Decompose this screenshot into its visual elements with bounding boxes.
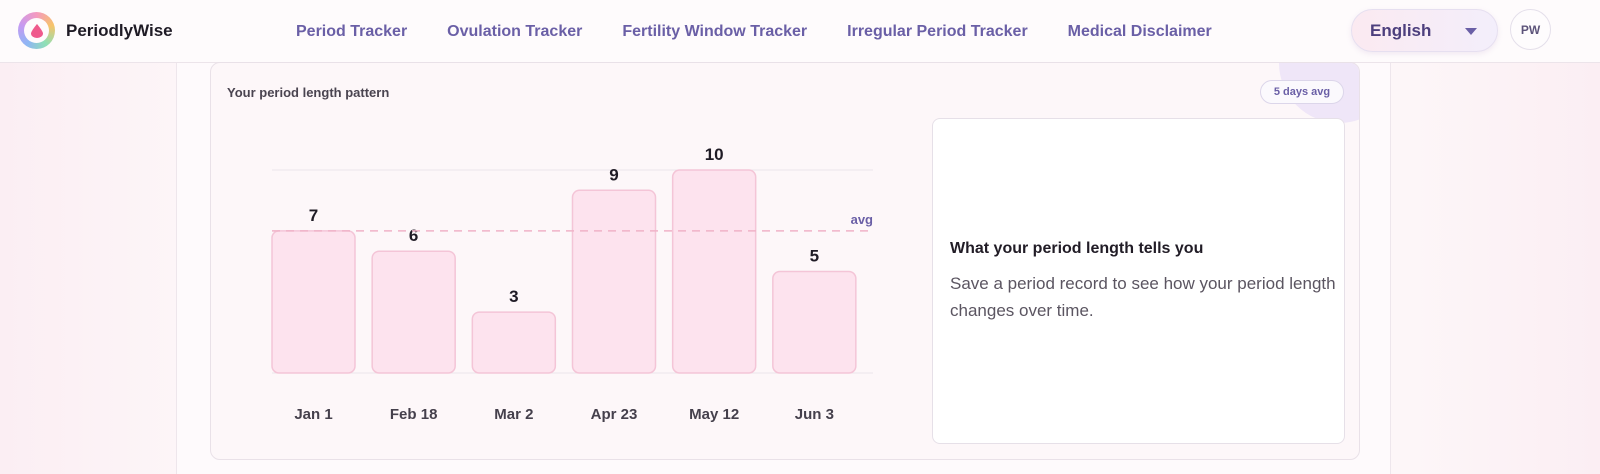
- nav-medical-disclaimer[interactable]: Medical Disclaimer: [1067, 22, 1212, 40]
- brand[interactable]: PeriodlyWise: [18, 12, 173, 49]
- chart-bar[interactable]: [671, 169, 757, 374]
- info-title: What your period length tells you: [950, 240, 1204, 257]
- chart-bar[interactable]: [772, 270, 857, 374]
- language-select[interactable]: English: [1351, 9, 1498, 52]
- top-navbar: PeriodlyWise Period Tracker Ovulation Tr…: [0, 0, 1600, 63]
- info-text: Save a period record to see how your per…: [950, 274, 1336, 320]
- chevron-down-icon: [1465, 28, 1477, 35]
- chart-value-label: 5: [810, 247, 819, 266]
- chart-category-label: Mar 2: [494, 406, 533, 423]
- chart-category-label: May 12: [689, 406, 739, 423]
- chart-category-label: Jun 3: [795, 406, 834, 423]
- period-length-chart: 7 Jan 1 6 Feb 18 3 Mar 2 9 Apr 23 10 May 12 5 Jun 3…: [271, 145, 873, 423]
- chart-average-label: avg: [851, 212, 873, 227]
- info-card: What your period length tells you Save a…: [932, 118, 1345, 444]
- nav-irregular-period-tracker[interactable]: Irregular Period Tracker: [847, 22, 1028, 40]
- chart-value-label: 7: [309, 206, 318, 225]
- chart-bar[interactable]: [271, 230, 356, 374]
- chart-bar[interactable]: [471, 311, 557, 374]
- main-nav: Period Tracker Ovulation Tracker Fertili…: [296, 0, 1252, 63]
- chart-value-label: 10: [705, 145, 724, 164]
- chart-category-label: Apr 23: [591, 406, 638, 423]
- panel-title: Your period length pattern: [227, 85, 390, 100]
- chart-category-label: Jan 1: [294, 406, 332, 423]
- period-length-panel: Your period length pattern 5 days avg 7 J…: [210, 62, 1360, 460]
- nav-fertility-window-tracker[interactable]: Fertility Window Tracker: [622, 22, 808, 40]
- chart-bar[interactable]: [571, 189, 657, 374]
- chart-category-label: Feb 18: [390, 406, 438, 423]
- logo-icon: [18, 12, 55, 49]
- brand-name: PeriodlyWise: [66, 20, 173, 40]
- average-badge: 5 days avg: [1260, 80, 1344, 104]
- chart-value-label: 9: [609, 165, 618, 184]
- chart-bar[interactable]: [371, 250, 456, 374]
- avatar[interactable]: PW: [1510, 9, 1551, 50]
- chart-value-label: 6: [409, 226, 418, 245]
- nav-period-tracker[interactable]: Period Tracker: [296, 22, 408, 40]
- chart-value-label: 3: [509, 287, 518, 306]
- nav-ovulation-tracker[interactable]: Ovulation Tracker: [447, 22, 583, 40]
- language-selected-label: English: [1370, 20, 1432, 40]
